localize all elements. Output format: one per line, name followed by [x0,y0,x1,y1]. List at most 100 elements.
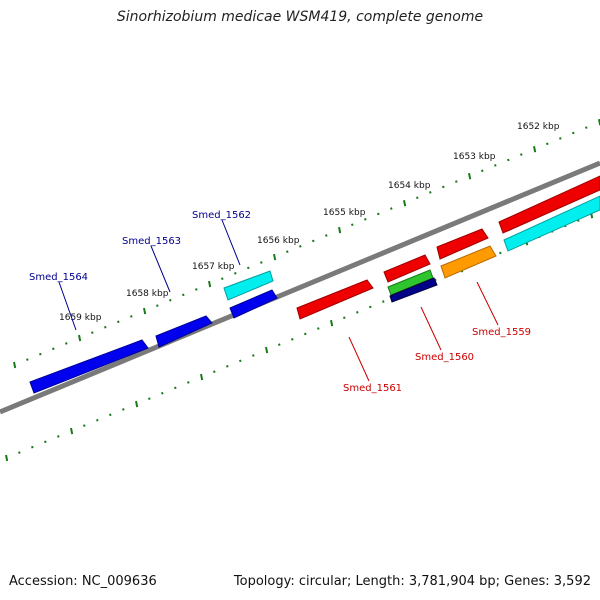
kbp-label-1652: 1652 kbp [517,122,560,132]
tick-bottom-22 [291,338,294,341]
tick-bottom-9 [122,408,125,411]
tick-bottom-4 [57,435,60,438]
kbp-label-1656: 1656 kbp [257,236,300,246]
gene-feature-navy[interactable] [389,277,438,303]
gene-feature-smed-1561[interactable] [296,279,374,320]
gene-features [29,175,600,394]
map-title: Sinorhizobium medicae WSM419, complete g… [116,9,484,25]
tick-bottom-8 [109,413,112,417]
label-leaders [58,219,499,382]
tick-top-14 [195,288,198,291]
gene-feature-smed-1564[interactable] [29,339,149,394]
tick-top-44 [585,126,588,129]
tick-top-28 [377,212,380,216]
tick-bottom-14 [187,381,190,384]
tick-bottom-18 [239,359,242,363]
kbp-label-1655: 1655 kbp [323,208,366,218]
tick-top-31 [416,196,419,200]
leader-smed-1559 [476,281,499,326]
tick-top-23 [312,239,315,243]
genome-summary: Topology: circular; Length: 3,781,904 bp… [233,574,591,589]
gene-label-smed-1560[interactable]: Smed_1560 [415,352,474,363]
gene-feature-smed-1562-cyan[interactable] [223,270,274,301]
tick-bottom-2 [31,445,34,449]
tick-bottom-12 [161,391,164,395]
tick-top-21 [286,250,289,253]
tick-bottom-6 [83,424,86,427]
tick-bottom-11 [148,397,151,400]
tick-bottom-28 [369,305,372,309]
tick-top-26 [351,223,354,227]
tick-bottom-23 [304,332,307,336]
tick-top-2 [39,352,42,356]
tick-bottom-3 [44,440,47,444]
gene-feature-smed-1563[interactable] [155,315,213,348]
tick-bottom-19 [252,354,255,357]
tick-top-40 [533,146,537,153]
tick-top-41 [546,142,549,146]
tick-top-13 [182,293,185,297]
tick-top-6 [91,331,94,334]
tick-top-16 [221,277,224,280]
tick-bottom-5 [70,427,74,435]
kbp-labels: 1652 kbp 1653 kbp 1654 kbp 1655 kbp 1656… [59,122,560,323]
tick-top-32 [429,191,432,194]
gene-label-smed-1561[interactable]: Smed_1561 [343,383,402,394]
tick-top-22 [299,245,302,248]
tick-top-1 [26,358,29,361]
tick-top-11 [156,304,159,307]
tick-top-27 [364,218,367,221]
kbp-label-1654: 1654 kbp [388,181,431,191]
tick-bottom-27 [356,311,359,314]
tick-top-0 [13,361,17,369]
tick-top-29 [390,207,393,210]
leader-smed-1563 [150,245,171,293]
tick-top-5 [78,334,82,342]
gene-feature-cyan-b[interactable] [503,195,600,252]
leader-smed-1561 [348,336,370,382]
tick-top-12 [169,298,172,302]
tick-top-15 [208,280,212,288]
gene-feature-red-c[interactable] [436,228,489,260]
gene-feature-red-b[interactable] [383,254,431,283]
tick-top-3 [52,347,55,351]
gene-labels: Smed_1564 Smed_1563 Smed_1562 Smed_1561 … [29,210,531,394]
genome-backbone [0,160,600,415]
tick-top-35 [468,172,472,180]
tick-top-39 [520,153,523,156]
gene-feature-blue-b[interactable] [229,289,278,319]
tick-bottom-10 [135,400,139,408]
tick-bottom-1 [18,451,21,454]
tick-top-37 [494,164,497,167]
tick-top-4 [65,342,68,345]
kbp-label-1657: 1657 kbp [192,262,235,272]
tick-top-8 [117,320,120,324]
tick-top-36 [481,169,484,173]
tick-top-25 [338,226,342,234]
tick-bottom-24 [317,327,320,330]
tick-top-9 [130,315,133,318]
gene-feature-smed-1559-orange[interactable] [440,245,497,279]
tick-bottom-21 [278,343,281,346]
tick-top-30 [403,199,407,207]
kbp-label-1653: 1653 kbp [453,152,496,162]
tick-bottom-15 [200,373,204,381]
gene-label-smed-1559[interactable]: Smed_1559 [472,327,531,338]
gene-label-smed-1562[interactable]: Smed_1562 [192,210,251,221]
gene-label-smed-1563[interactable]: Smed_1563 [122,236,181,247]
gene-feature-red-d[interactable] [498,175,600,234]
tick-top-24 [325,234,328,237]
tick-row-top [13,119,600,369]
tick-bottom-13 [174,386,177,390]
tick-bottom-25 [330,319,334,327]
tick-bottom-7 [96,418,99,422]
leader-smed-1562 [221,219,241,266]
tick-top-33 [442,185,445,189]
leader-smed-1564 [58,281,77,331]
tick-bottom-38 [499,251,502,255]
tick-bottom-29 [382,300,385,303]
tick-top-10 [143,307,147,315]
gene-label-smed-1564[interactable]: Smed_1564 [29,272,88,283]
